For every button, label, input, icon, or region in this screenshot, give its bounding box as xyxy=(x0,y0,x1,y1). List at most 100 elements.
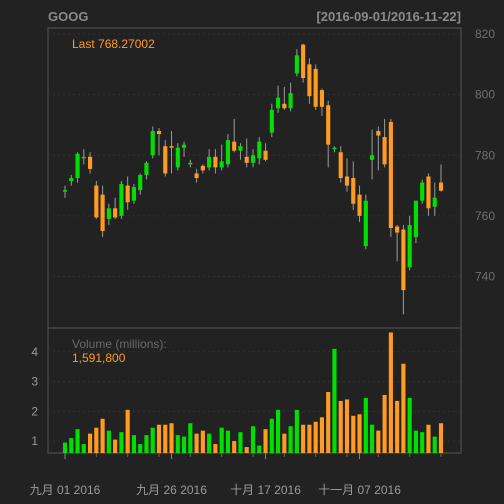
candle-body xyxy=(313,68,318,107)
candle-body xyxy=(369,155,375,160)
volume-bar xyxy=(363,397,368,453)
candle-body xyxy=(181,144,187,148)
last-price-label: Last 768.27002 xyxy=(72,37,155,51)
volume-bar xyxy=(438,423,444,453)
candle-body xyxy=(62,190,68,192)
volume-bar xyxy=(344,399,350,453)
volume-bar xyxy=(219,427,224,453)
volume-bar xyxy=(62,442,68,453)
chart-frames xyxy=(47,27,462,454)
candle-body xyxy=(200,165,205,171)
volume-bar xyxy=(357,414,362,453)
candle-body xyxy=(332,147,337,150)
x-tick-label: 十一月 07 2016 xyxy=(318,483,401,497)
volume-bar xyxy=(119,432,124,453)
volume-bar xyxy=(294,409,299,453)
volume-bar xyxy=(395,400,400,453)
x-tick-label: 九月 01 2016 xyxy=(30,483,101,497)
candle-body xyxy=(351,178,356,204)
candle-body xyxy=(257,141,262,159)
candle-body xyxy=(119,184,124,216)
volume-bar xyxy=(144,435,149,453)
volume-bar xyxy=(401,363,406,453)
candle-body xyxy=(338,152,343,178)
volume-bar xyxy=(319,417,325,453)
candle-body xyxy=(225,140,231,165)
volume-bar xyxy=(338,400,343,453)
volume-bar xyxy=(369,424,375,453)
volume-bar xyxy=(131,435,137,453)
volume-bar xyxy=(87,433,93,453)
candle-body xyxy=(357,194,362,216)
volume-bar xyxy=(263,429,268,453)
volume-bar xyxy=(376,430,381,453)
candle-body xyxy=(87,156,93,169)
candle-body xyxy=(69,178,74,182)
volume-bar xyxy=(225,430,231,453)
candle-body xyxy=(213,156,218,168)
volume-bar xyxy=(250,426,256,453)
candle-body xyxy=(420,182,425,201)
candle-body xyxy=(244,156,249,163)
candle-body xyxy=(319,90,325,107)
price-tick-label: 800 xyxy=(475,88,495,102)
volume-bar xyxy=(81,444,86,453)
x-tick-label: 九月 26 2016 xyxy=(136,483,207,497)
candle-body xyxy=(438,182,444,191)
volume-bar xyxy=(169,423,174,453)
volume-bar xyxy=(100,418,105,453)
candle-body xyxy=(194,173,199,178)
volume-tick-label: 2 xyxy=(31,404,38,418)
volume-bar xyxy=(313,421,318,453)
candle-body xyxy=(232,141,237,151)
volume-bar xyxy=(326,391,331,453)
candle-body xyxy=(388,121,393,228)
candle-body xyxy=(432,197,437,207)
candle-body xyxy=(413,200,419,238)
volume-tick-label: 1 xyxy=(31,434,38,448)
candle-body xyxy=(275,97,281,109)
candle-body xyxy=(288,93,293,109)
volume-bar xyxy=(181,436,187,453)
volume-bar xyxy=(432,436,437,453)
volume-bars xyxy=(62,332,444,453)
volume-tick-label: 4 xyxy=(31,345,38,359)
candle-body xyxy=(301,44,306,78)
candle-body xyxy=(144,162,149,175)
candle-body xyxy=(269,109,274,133)
volume-bar xyxy=(238,432,243,453)
volume-bar xyxy=(407,397,412,453)
price-candles xyxy=(62,43,444,315)
candle-body xyxy=(401,229,406,291)
candle-body xyxy=(113,208,118,218)
volume-bar xyxy=(420,432,425,453)
volume-bar xyxy=(413,430,419,453)
volume-bar xyxy=(307,424,312,453)
chart-title: GOOG xyxy=(48,9,88,24)
volume-bar xyxy=(351,415,356,453)
candle-body xyxy=(307,64,312,97)
x-tick-label: 十月 17 2016 xyxy=(230,483,301,497)
volume-bar xyxy=(301,424,306,453)
candle-body xyxy=(175,147,180,168)
volume-bar xyxy=(113,439,118,453)
candle-body xyxy=(169,146,174,148)
candle-body xyxy=(81,156,86,159)
candle-body xyxy=(106,208,111,219)
price-tick-label: 780 xyxy=(475,148,495,162)
price-tick-label: 760 xyxy=(475,209,495,223)
volume-bar xyxy=(106,430,111,453)
volume-bar xyxy=(69,438,74,453)
candle-body xyxy=(395,226,400,233)
candle-body xyxy=(382,137,387,165)
volume-bar xyxy=(332,348,337,453)
volume-bar xyxy=(188,423,193,453)
candle-body xyxy=(344,176,350,186)
candle-body xyxy=(219,161,224,168)
volume-bar xyxy=(163,424,168,453)
candle-body xyxy=(426,176,431,209)
volume-bar xyxy=(207,433,212,453)
volume-bar xyxy=(150,427,155,453)
